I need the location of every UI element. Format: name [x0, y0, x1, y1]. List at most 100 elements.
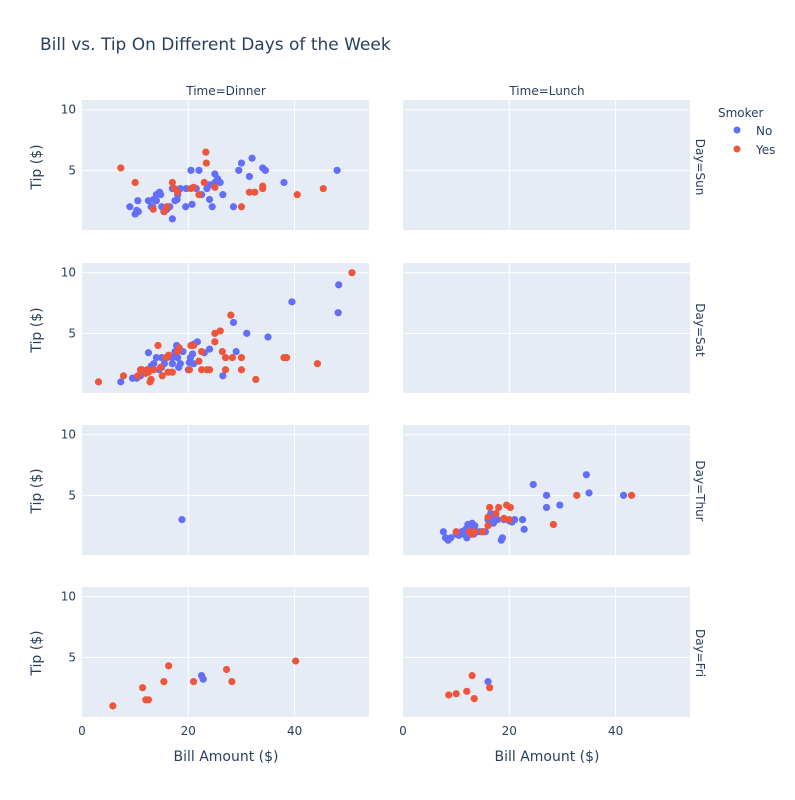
- x-tick-label: 0: [78, 724, 86, 738]
- point-yes: [245, 188, 254, 196]
- point-no: [152, 197, 161, 205]
- point-yes: [484, 522, 492, 530]
- point-no: [542, 503, 551, 512]
- point-no: [585, 489, 593, 497]
- point-no: [333, 166, 341, 174]
- panel-thur-dinner: 5 10: [61, 425, 369, 557]
- point-no: [518, 516, 527, 524]
- point-yes: [197, 347, 206, 356]
- point-yes: [251, 188, 259, 196]
- x-tick-label: 0: [399, 724, 407, 738]
- point-yes: [283, 354, 291, 362]
- point-no: [150, 360, 158, 368]
- point-yes: [117, 164, 125, 172]
- row-label-thur: Day=Thur: [693, 460, 707, 521]
- point-yes: [627, 491, 636, 499]
- panels-layer: 5 10 5 10 5 10 5 10 0 20 40 0 20 40: [61, 100, 690, 738]
- point-yes: [200, 178, 208, 187]
- point-no: [243, 329, 251, 337]
- point-yes: [348, 269, 356, 277]
- legend-item-yes[interactable]: Yes: [733, 143, 776, 157]
- panel-background: [403, 587, 690, 718]
- panel-fri-dinner: 5 10 0 20 40: [61, 587, 369, 738]
- x-tick-label: 40: [608, 724, 623, 738]
- point-yes: [445, 691, 453, 699]
- point-yes: [147, 375, 155, 384]
- point-yes: [293, 191, 301, 199]
- point-no: [219, 372, 227, 380]
- x-axis-label-lunch: Bill Amount ($): [494, 749, 599, 765]
- point-yes: [237, 366, 246, 374]
- x-tick-label: 20: [181, 724, 196, 738]
- point-no: [248, 154, 256, 162]
- point-no: [219, 191, 227, 199]
- point-yes: [195, 357, 203, 365]
- point-yes: [492, 509, 500, 518]
- legend-marker-yes: [733, 145, 741, 153]
- point-no: [174, 354, 182, 362]
- point-yes: [227, 311, 235, 319]
- point-yes: [486, 684, 494, 692]
- point-yes: [228, 678, 236, 686]
- point-no: [168, 360, 176, 368]
- point-yes: [505, 516, 513, 524]
- point-yes: [202, 159, 210, 167]
- row-label-fri: Day=Fri: [693, 629, 707, 677]
- point-no: [471, 522, 479, 530]
- panel-sat-lunch: [401, 263, 690, 395]
- point-yes: [160, 678, 168, 686]
- point-yes: [175, 344, 183, 352]
- point-no: [542, 491, 551, 499]
- point-yes: [470, 694, 478, 703]
- point-yes: [149, 205, 157, 213]
- point-yes: [319, 184, 327, 193]
- point-no: [288, 298, 296, 306]
- point-yes: [150, 366, 158, 374]
- point-yes: [484, 513, 492, 521]
- point-no: [498, 534, 506, 542]
- point-no: [245, 172, 254, 181]
- point-no: [205, 195, 214, 204]
- chart-title: Bill vs. Tip On Different Days of the We…: [40, 35, 391, 55]
- row-label-sun: Day=Sun: [693, 139, 707, 196]
- point-yes: [165, 351, 173, 359]
- point-no: [188, 350, 197, 358]
- col-label-lunch: Time=Lunch: [508, 84, 584, 98]
- point-yes: [463, 687, 471, 695]
- y-tick-label: 10: [61, 266, 76, 280]
- point-no: [187, 166, 195, 174]
- point-yes: [144, 696, 153, 704]
- point-yes: [190, 341, 198, 350]
- point-yes: [252, 375, 260, 384]
- point-no: [152, 354, 161, 362]
- point-yes: [573, 491, 581, 499]
- point-no: [520, 525, 528, 533]
- point-no: [216, 178, 224, 187]
- point-yes: [205, 366, 214, 374]
- point-no: [117, 378, 125, 386]
- y-axis-label-sat: Tip ($): [29, 307, 45, 353]
- point-yes: [237, 203, 246, 211]
- point-no: [556, 501, 564, 509]
- point-yes: [237, 354, 246, 362]
- point-no: [199, 675, 207, 683]
- point-no: [134, 207, 142, 216]
- y-tick-label: 5: [68, 488, 76, 502]
- point-yes: [495, 503, 503, 512]
- point-yes: [468, 671, 476, 680]
- point-yes: [216, 327, 224, 335]
- point-no: [484, 678, 492, 686]
- panel-sun-lunch: [401, 100, 690, 232]
- point-yes: [94, 378, 103, 386]
- point-no: [619, 491, 628, 499]
- legend-item-no[interactable]: No: [733, 124, 773, 138]
- point-no: [229, 203, 238, 211]
- point-no: [511, 516, 519, 524]
- point-yes: [452, 690, 460, 698]
- panel-sun-dinner: 5 10: [61, 100, 369, 232]
- point-no: [178, 516, 186, 524]
- point-no: [188, 200, 196, 208]
- legend: Smoker No Yes: [718, 106, 775, 157]
- point-yes: [165, 662, 173, 670]
